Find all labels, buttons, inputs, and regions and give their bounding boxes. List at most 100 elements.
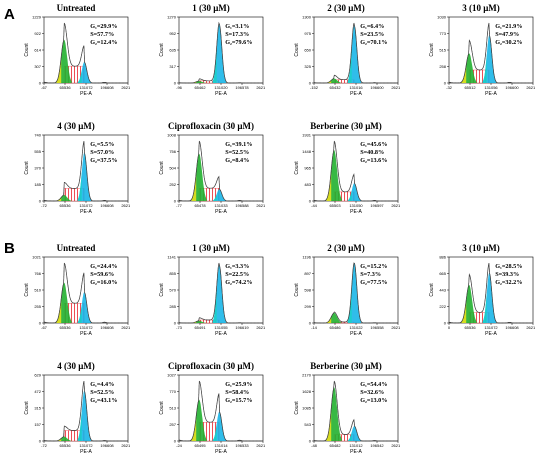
x-tick-label: 262144 [121,85,130,90]
x-tick-label: 262144 [391,325,400,330]
x-axis-label: PE-A [215,331,227,337]
g1-band-area [461,65,467,83]
x-axis-label: PE-A [350,209,362,215]
y-tick-label: 555 [34,149,41,154]
y-tick-label: 1448 [302,149,312,154]
x-tick-label: -48 [311,443,318,448]
y-tick-label: 443 [439,288,446,293]
x-tick-label: 65491 [194,325,206,330]
x-tick-label: 196600 [370,85,384,90]
x-tick-label: 196558 [370,325,384,330]
x-tick-label: -152 [310,85,319,90]
panel-title: 1 (30 μM) [192,243,230,253]
phase-percentage-label: G₁=6.4% [360,23,384,30]
x-tick-label: 262144 [121,443,130,448]
x-tick-label: 196588 [235,203,249,208]
x-tick-label: 131072 [79,325,93,330]
phase-percentage-label: G₁=24.4% [90,263,117,270]
x-tick-label: 131072 [79,85,93,90]
phase-percentage-label: G₂=12.4% [90,39,117,46]
x-tick-label: 65512 [464,85,476,90]
y-tick-label: 1229 [32,15,42,20]
y-tick-label: 0 [39,321,42,326]
x-tick-label: 262144 [391,443,400,448]
panel-title: Untreated [56,3,96,13]
phase-percentage-label: G₁=3.3% [225,263,249,270]
phase-percentage-label: S=52.5% [225,149,249,156]
phase-percentage-label: G₁=54.4% [360,381,387,388]
y-tick-label: 157 [34,422,41,427]
x-tick-label: 262144 [256,443,265,448]
y-tick-label: 629 [34,373,41,378]
y-tick-label: 635 [169,48,176,53]
y-tick-label: 922 [34,31,41,36]
x-tick-label: 196533 [235,443,249,448]
y-tick-label: 1270 [167,15,177,20]
g2-band-area [77,70,82,83]
x-tick-label: 196542 [370,443,384,448]
phase-percentage-label: G₁=15.2% [360,263,387,270]
x-tick-label: -72 [41,443,48,448]
histogram-panel: 2 (30 μM) 1196 897 598 299 0 -14 65486 131022 196… [292,243,400,351]
histogram-panel: 4 (30 μM) 629 472 315 157 0 -72 65536 131072 1966… [22,361,130,469]
y-tick-label: 0 [174,81,177,86]
y-axis-label: Count [294,43,300,57]
phase-percentage-label: G₁=4.4% [90,381,114,388]
g1-band-area [56,56,62,83]
y-tick-label: 513 [169,406,176,411]
g2-band-area [77,304,82,323]
y-tick-label: 0 [39,199,42,204]
phase-percentage-label: G₁=3.1% [225,23,249,30]
y-tick-label: 0 [444,81,447,86]
x-tick-label: 262144 [121,325,130,330]
y-tick-label: 1628 [302,389,312,394]
histogram-chart: 886 665 443 222 00 65536 131072 196608 262144 PE-… [429,255,535,338]
phase-percentage-label: G₁=28.5% [495,263,522,270]
panel-title: 2 (30 μM) [327,243,365,253]
y-tick-label: 2170 [302,373,312,378]
phase-percentage-label: S=40.8% [360,149,384,156]
y-tick-label: 325 [304,64,311,69]
histogram-chart: 1300 975 650 325 0-152 65432 131016 196600 26214… [294,15,400,98]
g2-band-area [212,423,217,441]
x-tick-label: -72 [41,203,48,208]
y-tick-label: 1008 [167,133,177,138]
g2-band-area [482,54,487,83]
y-tick-label: 0 [309,439,312,444]
g2-band-area [212,288,217,323]
x-tick-label: 196608 [100,325,114,330]
x-tick-label: 262144 [526,85,535,90]
x-tick-label: 65462 [194,85,206,90]
histogram-chart: 1270 952 635 317 0-96 65462 131020 196578 262136… [159,15,265,98]
x-tick-label: -67 [41,85,48,90]
phase-percentage-label: S=32.6% [360,389,384,396]
y-tick-label: 1027 [167,373,177,378]
y-tick-label: 285 [169,304,176,309]
x-tick-label: 196608 [100,443,114,448]
x-tick-label: -24 [176,443,183,448]
x-tick-label: 262144 [256,325,265,330]
histogram-chart: 740 555 370 185 0-72 65536 131072 196608 262144 P… [24,133,130,216]
x-tick-label: 262144 [121,203,130,208]
phase-percentage-label: G₂=37.5% [90,157,117,164]
model-fit-line [179,140,263,202]
y-axis-label: Count [159,283,165,297]
x-tick-label: 131033 [214,203,228,208]
y-axis-label: Count [24,161,30,175]
panel-title: Ciprofloxacin (30 μM) [168,361,254,371]
x-tick-label: 196608 [100,203,114,208]
phase-percentage-label: G₁=21.9% [495,23,522,30]
histogram-chart: 1141 855 570 285 0-73 65491 131055 196619 262144… [159,255,265,338]
y-tick-label: 299 [304,304,311,309]
phase-percentage-label: G₂=16.0% [90,279,117,286]
histogram-panel: Untreated 1229 922 614 307 0 -67 65536 131072 196… [22,3,130,111]
x-tick-label: 262143 [256,203,265,208]
g2-band-area [347,431,352,441]
phase-percentage-label: S=23.5% [360,31,384,38]
y-axis-label: Count [24,401,30,415]
x-tick-label: 65536 [59,443,71,448]
x-tick-label: 262144 [391,203,400,208]
x-tick-label: 131072 [79,443,93,448]
x-axis-label: PE-A [350,449,362,455]
model-fit-line [179,262,263,324]
